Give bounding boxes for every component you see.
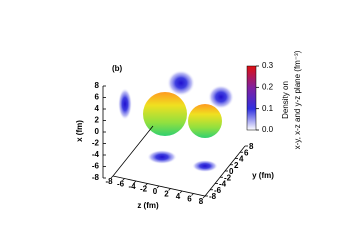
- colorbar-tick-label: 0.2: [262, 82, 274, 91]
- colorbar-label: x-y, x-z and y-z plane (fm⁻³): [293, 50, 302, 149]
- y-tick-label: 6: [244, 148, 249, 157]
- y-tick-label: -4: [219, 180, 227, 189]
- x-tick-label: -6: [92, 162, 100, 171]
- z-tick: [145, 183, 148, 186]
- x-tick-label: 8: [95, 81, 100, 90]
- z-tick-label: -2: [140, 185, 148, 194]
- colorbar: [246, 65, 257, 131]
- z-tick-label: 2: [164, 190, 169, 199]
- y-tick-label: 8: [249, 142, 254, 151]
- x-tick-label: -4: [92, 150, 100, 159]
- z-tick: [133, 180, 137, 184]
- z-tick-label: -8: [105, 177, 113, 186]
- colorbar-tick-label: 0.1: [262, 104, 274, 113]
- colorbar-tick-label: 0.3: [262, 61, 274, 70]
- z-tick: [191, 193, 194, 196]
- x-tick-label: 0: [95, 127, 100, 136]
- y-tick-label: -6: [214, 186, 222, 195]
- z-tick-label: -6: [117, 180, 125, 189]
- z-tick-label: 4: [176, 192, 181, 201]
- sphere: [188, 104, 222, 138]
- y-tick-label: 0: [229, 167, 234, 176]
- y-tick-label: -8: [209, 192, 217, 201]
- y-axis-label: y (fm): [252, 171, 274, 180]
- z-tick: [179, 190, 183, 194]
- colorbar-label: Density on: [281, 81, 290, 119]
- sphere: [143, 92, 187, 136]
- z-tick: [156, 185, 160, 189]
- chart: (b) z (fm) y (fm) x (fm) Density on x-y,…: [75, 50, 302, 210]
- z-tick-label: 0: [153, 187, 158, 196]
- z-tick: [110, 175, 114, 179]
- z-tick-label: -4: [128, 182, 136, 191]
- z-tick: [202, 195, 206, 199]
- z-axis-label: z (fm): [137, 201, 159, 210]
- panel-label: (b): [112, 64, 123, 73]
- z-tick: [168, 188, 171, 191]
- y-tick-label: -2: [224, 173, 232, 182]
- x-tick-label: -8: [92, 173, 100, 182]
- x-axis-label: x (fm): [75, 120, 84, 142]
- x-tick-label: -2: [92, 139, 100, 148]
- x-tick-label: 6: [95, 93, 100, 102]
- z-tick: [122, 178, 125, 181]
- y-tick-label: 2: [234, 161, 239, 170]
- x-tick-label: 2: [95, 116, 100, 125]
- density-projections: [118, 70, 234, 172]
- y-tick-label: 4: [239, 155, 244, 164]
- x-tick-label: 4: [95, 104, 100, 113]
- colorbar-tick-label: 0.0: [262, 125, 274, 134]
- z-tick-label: 6: [187, 195, 192, 204]
- z-tick-label: 8: [199, 197, 204, 206]
